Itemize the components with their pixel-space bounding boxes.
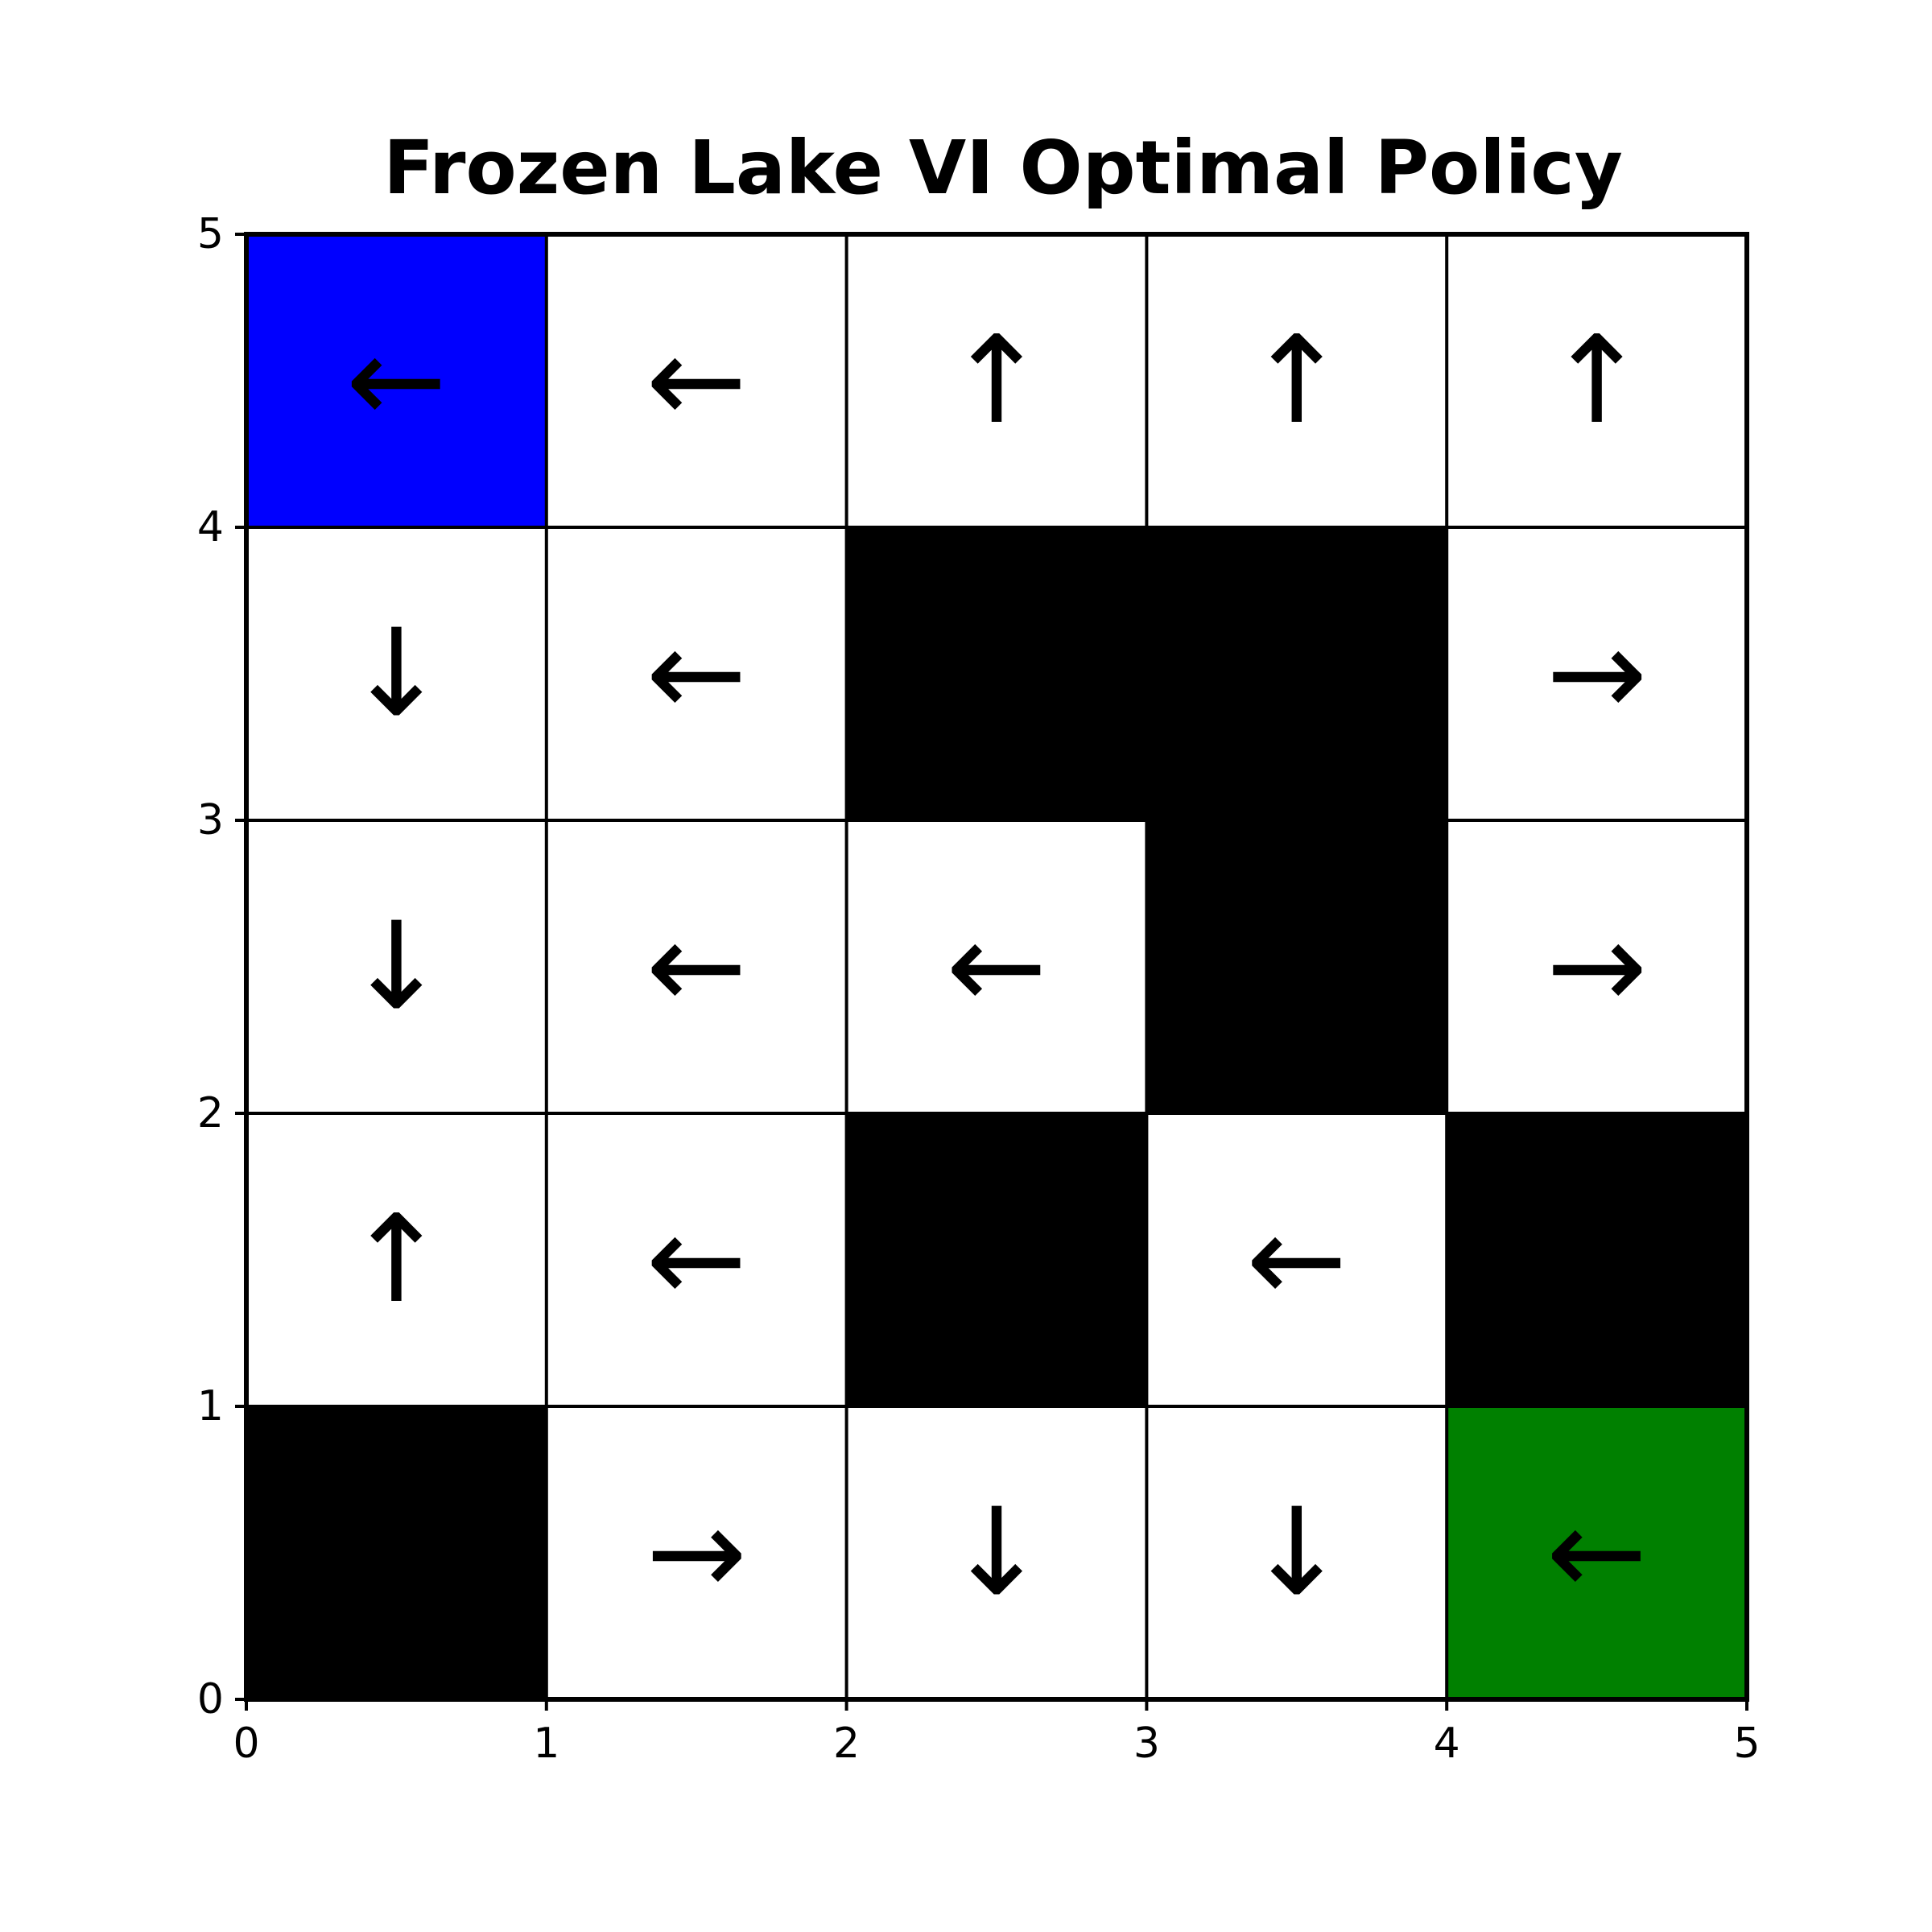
policy-arrow-r2-c2: ← xyxy=(946,897,1047,1037)
cell-frozen-r3-c0 xyxy=(246,1113,547,1406)
cell-frozen-r0-c1 xyxy=(546,234,847,527)
cell-hole-r3-c4 xyxy=(1447,1113,1747,1406)
y-tick-label: 2 xyxy=(197,1089,224,1137)
policy-arrow-r0-c4: ↑ xyxy=(1546,311,1648,451)
cell-hole-r1-c2 xyxy=(846,527,1147,820)
cell-frozen-r3-c1 xyxy=(546,1113,847,1406)
cell-frozen-r2-c4 xyxy=(1447,820,1747,1113)
y-tick-label: 5 xyxy=(197,210,224,258)
x-tick-label: 3 xyxy=(1133,1719,1160,1768)
cell-frozen-r1-c1 xyxy=(546,527,847,820)
chart-title: Frozen Lake VI Optimal Policy xyxy=(383,125,1623,211)
grid-cells xyxy=(246,234,1747,1699)
policy-arrow-r0-c1: ← xyxy=(646,311,747,451)
x-tick-label: 4 xyxy=(1434,1719,1460,1768)
x-tick-label: 0 xyxy=(233,1719,259,1768)
cell-start-r0-c0 xyxy=(246,234,547,527)
cell-frozen-r4-c3 xyxy=(1146,1406,1447,1699)
cell-hole-r1-c3 xyxy=(1146,527,1447,820)
x-axis: 0 1 2 3 4 5 xyxy=(233,1699,1761,1768)
policy-arrow-r1-c0: ↓ xyxy=(346,604,448,744)
policy-arrow-r0-c0: ← xyxy=(346,311,448,451)
plot-frame xyxy=(244,232,1749,1702)
cell-hole-r4-c0 xyxy=(246,1406,547,1699)
y-tick-label: 4 xyxy=(197,503,224,551)
cell-frozen-r4-c1 xyxy=(546,1406,847,1699)
policy-arrow-r1-c1: ← xyxy=(646,604,747,744)
policy-arrow-r4-c1: → xyxy=(646,1483,747,1623)
policy-arrow-r2-c0: ↓ xyxy=(346,897,448,1037)
cell-frozen-r4-c2 xyxy=(846,1406,1147,1699)
cell-frozen-r0-c4 xyxy=(1447,234,1747,527)
policy-arrow-r1-c4: → xyxy=(1546,604,1648,744)
cell-hole-r2-c3 xyxy=(1146,820,1447,1113)
x-tick-label: 5 xyxy=(1733,1719,1760,1768)
cell-goal-r4-c4 xyxy=(1447,1406,1747,1699)
y-tick-label: 0 xyxy=(197,1675,224,1724)
cell-frozen-r2-c0 xyxy=(246,820,547,1113)
cell-frozen-r0-c3 xyxy=(1146,234,1447,527)
y-tick-label: 3 xyxy=(197,796,224,844)
y-tick-label: 1 xyxy=(197,1382,224,1430)
cell-frozen-r1-c4 xyxy=(1447,527,1747,820)
cell-frozen-r2-c2 xyxy=(846,820,1147,1113)
x-tick-label: 1 xyxy=(533,1719,559,1768)
x-tick-label: 2 xyxy=(833,1719,860,1768)
policy-arrow-r4-c3: ↓ xyxy=(1246,1483,1348,1623)
cell-frozen-r2-c1 xyxy=(546,820,847,1113)
policy-arrow-r4-c2: ↓ xyxy=(946,1483,1047,1623)
y-axis: 0 1 2 3 4 5 xyxy=(197,210,246,1724)
policy-arrows: ← ← ↑ ↑ ↑ ↓ ← → ↓ ← ← → ↑ ← ← → ↓ ↓ ← xyxy=(346,311,1648,1623)
policy-arrow-r4-c4: ← xyxy=(1546,1483,1648,1623)
policy-arrow-r3-c0: ↑ xyxy=(346,1190,448,1330)
policy-arrow-r2-c1: ← xyxy=(646,897,747,1037)
cell-hole-r3-c2 xyxy=(846,1113,1147,1406)
policy-arrow-r2-c4: → xyxy=(1546,897,1648,1037)
grid-lines xyxy=(246,234,1747,1699)
policy-arrow-r3-c1: ← xyxy=(646,1190,747,1330)
policy-arrow-r0-c2: ↑ xyxy=(946,311,1047,451)
policy-arrow-r0-c3: ↑ xyxy=(1246,311,1348,451)
policy-arrow-r3-c3: ← xyxy=(1246,1190,1348,1330)
cell-frozen-r3-c3 xyxy=(1146,1113,1447,1406)
cell-frozen-r1-c0 xyxy=(246,527,547,820)
cell-frozen-r0-c2 xyxy=(846,234,1147,527)
